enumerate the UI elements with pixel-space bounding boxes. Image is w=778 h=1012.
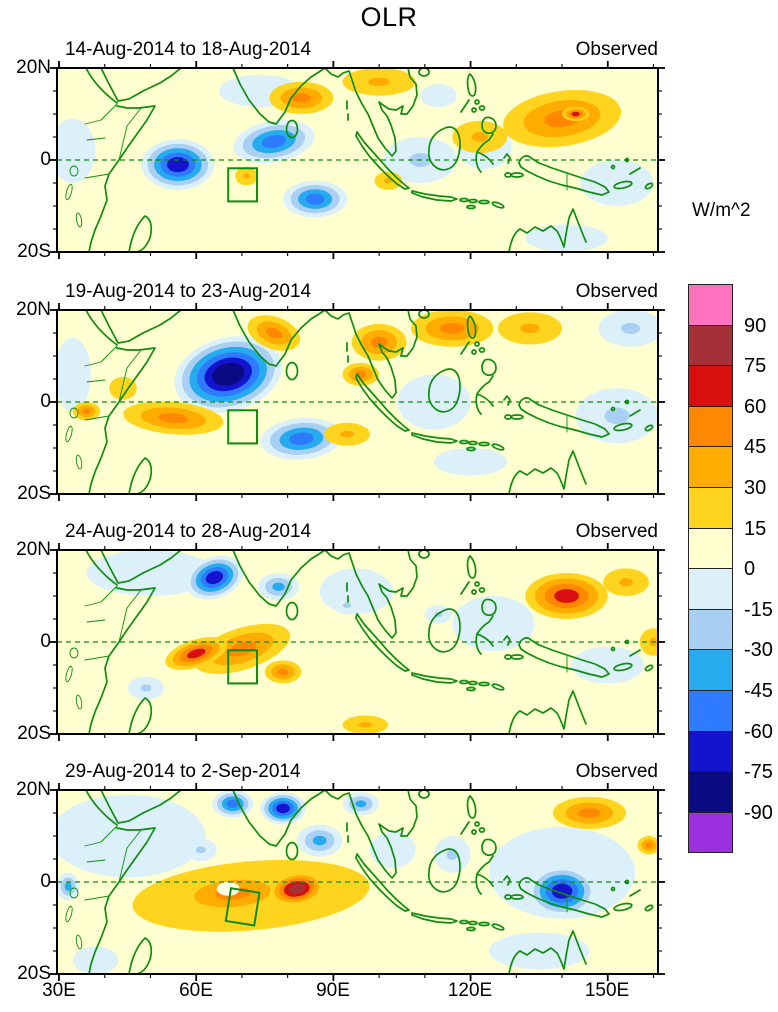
panel-1-header: 14-Aug-2014 to 18-Aug-2014 Observed [57, 39, 658, 63]
xtick-150e: 150E [584, 980, 630, 1001]
panel-2-source-label: Observed [575, 281, 658, 302]
map-panel-2 [50, 303, 665, 501]
colorbar-cell [688, 324, 733, 367]
x-axis-labels: 30E 60E 90E 120E 150E [42, 980, 658, 1006]
panel-2-date-range: 19-Aug-2014 to 23-Aug-2014 [65, 281, 312, 302]
colorbar-cell [688, 771, 733, 813]
xtick-60e: 60E [179, 980, 213, 1001]
map-panel-3 [50, 543, 665, 741]
colorbar-cell [688, 486, 733, 529]
panel-2: 19-Aug-2014 to 23-Aug-2014 Observed 20N … [16, 281, 665, 504]
map-contours [57, 550, 658, 734]
map-panel-1 [50, 61, 665, 259]
colorbar-cell [688, 527, 733, 570]
panel-3-header: 24-Aug-2014 to 28-Aug-2014 Observed [57, 521, 658, 545]
panel-3-ytick-20s: 20S [17, 723, 51, 744]
panel-2-ytick-0: 0 [40, 391, 51, 412]
panel-4-ytick-20s: 20S [17, 963, 51, 984]
colorbar-cell [688, 730, 733, 773]
colorbar-tick-label: 0 [744, 558, 756, 581]
panel-1-source-label: Observed [575, 39, 658, 60]
map-contours [57, 790, 658, 974]
colorbar-cell [688, 405, 733, 448]
roi-box [224, 887, 261, 927]
panel-3-ytick-20n: 20N [16, 539, 51, 560]
panel-4-ytick-20n: 20N [16, 779, 51, 800]
panel-1-ytick-20n: 20N [16, 57, 51, 78]
panel-3-ytick-0: 0 [40, 631, 51, 652]
colorbar-tick-label: 90 [744, 314, 767, 337]
panel-4-date-range: 29-Aug-2014 to 2-Sep-2014 [65, 761, 301, 782]
panel-border [56, 549, 659, 735]
panel-2-header: 19-Aug-2014 to 23-Aug-2014 Observed [57, 281, 658, 305]
colorbar-cell [688, 365, 733, 407]
colorbar-tick-label: 60 [744, 395, 767, 418]
map-panel-4 [50, 783, 665, 981]
figure-title: OLR [360, 2, 418, 32]
map-contours [57, 68, 658, 252]
panel-4: 29-Aug-2014 to 2-Sep-2014 Observed 20N 0… [16, 761, 665, 984]
axis-ticks [50, 783, 665, 981]
colorbar-tick-label: 75 [744, 355, 767, 378]
panel-3: 24-Aug-2014 to 28-Aug-2014 Observed 20N … [16, 521, 665, 744]
colorbar-tick-label: -60 [744, 720, 773, 743]
roi-box [227, 649, 259, 685]
panel-1-ytick-0: 0 [40, 149, 51, 170]
roi-box [227, 409, 259, 445]
colorbar-tick-label: -45 [744, 680, 773, 702]
colorbar-cell [688, 689, 733, 732]
panel-4-header: 29-Aug-2014 to 2-Sep-2014 Observed [57, 761, 658, 785]
panel-1-ytick-20s: 20S [17, 241, 51, 262]
colorbar-cell [688, 608, 733, 651]
colorbar-cell [688, 446, 733, 488]
panel-4-source-label: Observed [575, 761, 658, 782]
colorbar-tick-label: -15 [744, 598, 773, 621]
panel-1-date-range: 14-Aug-2014 to 18-Aug-2014 [65, 39, 312, 60]
panel-3-date-range: 24-Aug-2014 to 28-Aug-2014 [65, 521, 312, 542]
colorbar-cell [688, 284, 733, 326]
xtick-90e: 90E [316, 980, 350, 1001]
colorbar-tick-label: 30 [744, 477, 767, 499]
colorbar-tick-label: -90 [744, 801, 773, 824]
colorbar-cell [688, 568, 733, 610]
panel-border [56, 789, 659, 975]
panel-2-ytick-20n: 20N [16, 299, 51, 320]
panel-border [56, 67, 659, 253]
colorbar-unit-label: W/m^2 [692, 200, 751, 221]
colorbar-cell [688, 811, 733, 854]
panel-4-ytick-0: 0 [40, 871, 51, 892]
colorbar: 90 75 60 45 30 15 0 -15 -30 -45 -60 -75 -90 [688, 284, 773, 854]
panel-border [56, 309, 659, 495]
panel-3-source-label: Observed [575, 521, 658, 542]
xtick-120e: 120E [447, 980, 493, 1001]
colorbar-tick-label: -75 [744, 761, 773, 784]
colorbar-tick-label: 45 [744, 436, 767, 459]
xtick-30e: 30E [42, 980, 76, 1001]
colorbar-tick-label: 15 [744, 517, 767, 540]
panel-2-ytick-20s: 20S [17, 483, 51, 504]
roi-box [227, 167, 259, 203]
colorbar-tick-label: -30 [744, 639, 773, 662]
panel-1: 14-Aug-2014 to 18-Aug-2014 Observed 20N … [16, 39, 665, 262]
map-contours [57, 310, 658, 494]
colorbar-cell [688, 649, 733, 691]
